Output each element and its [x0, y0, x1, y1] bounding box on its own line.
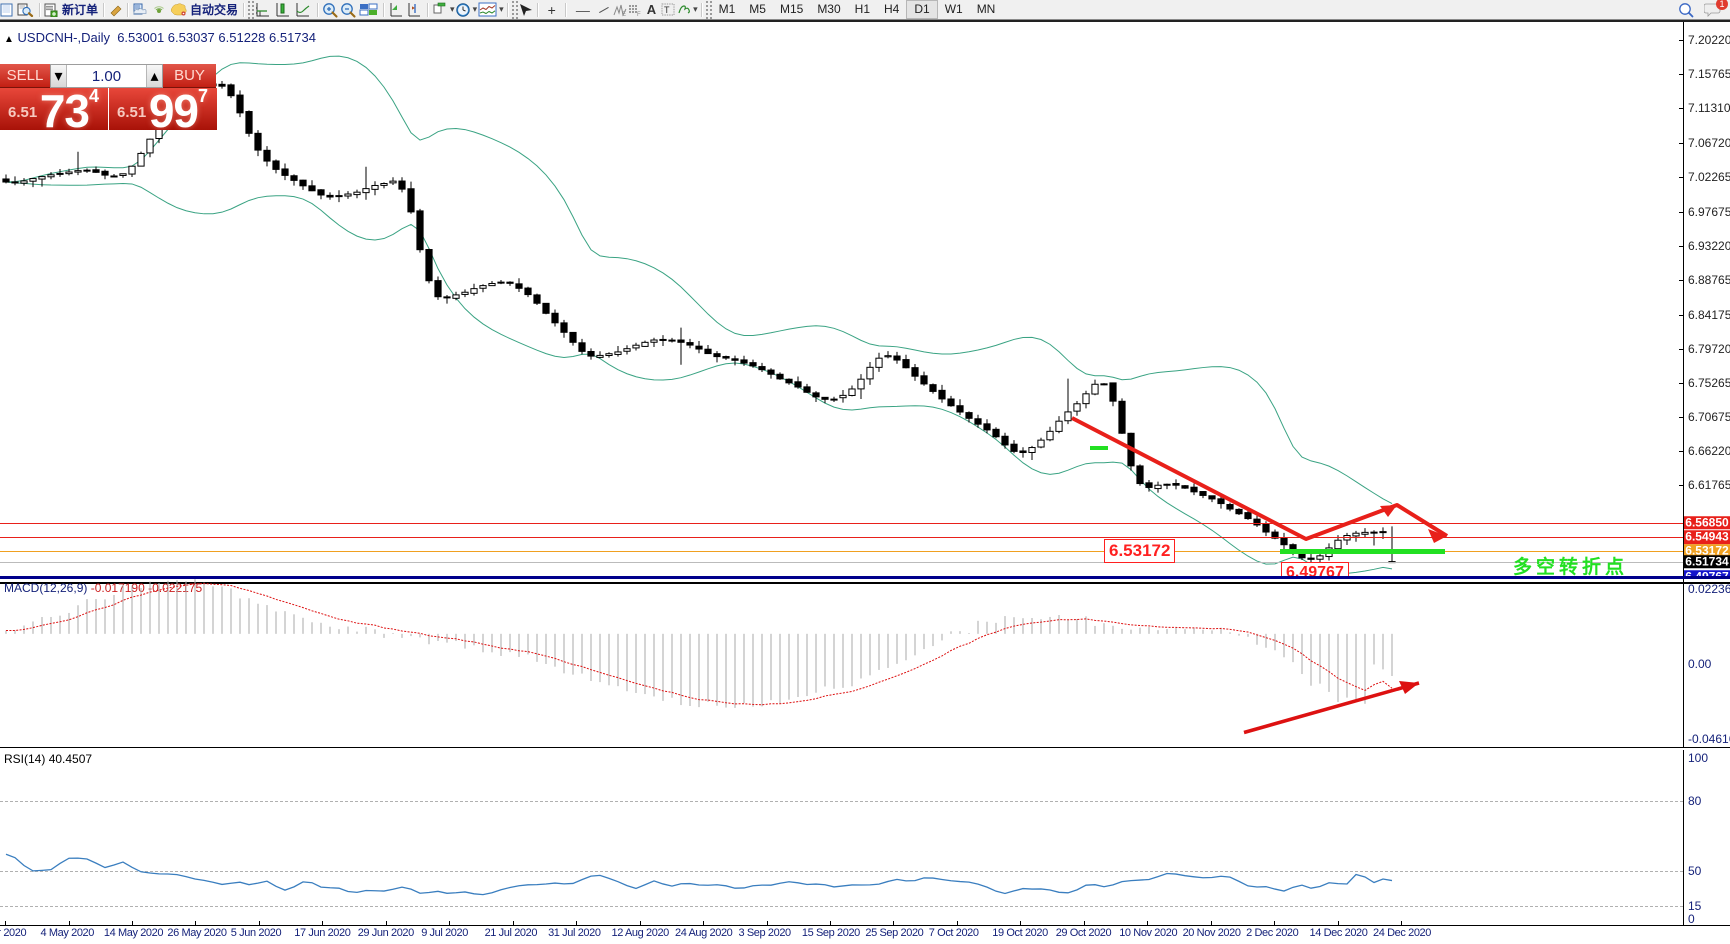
svg-text:E: E: [622, 12, 626, 17]
svg-text:F: F: [637, 12, 641, 17]
svg-text:T: T: [664, 5, 670, 15]
